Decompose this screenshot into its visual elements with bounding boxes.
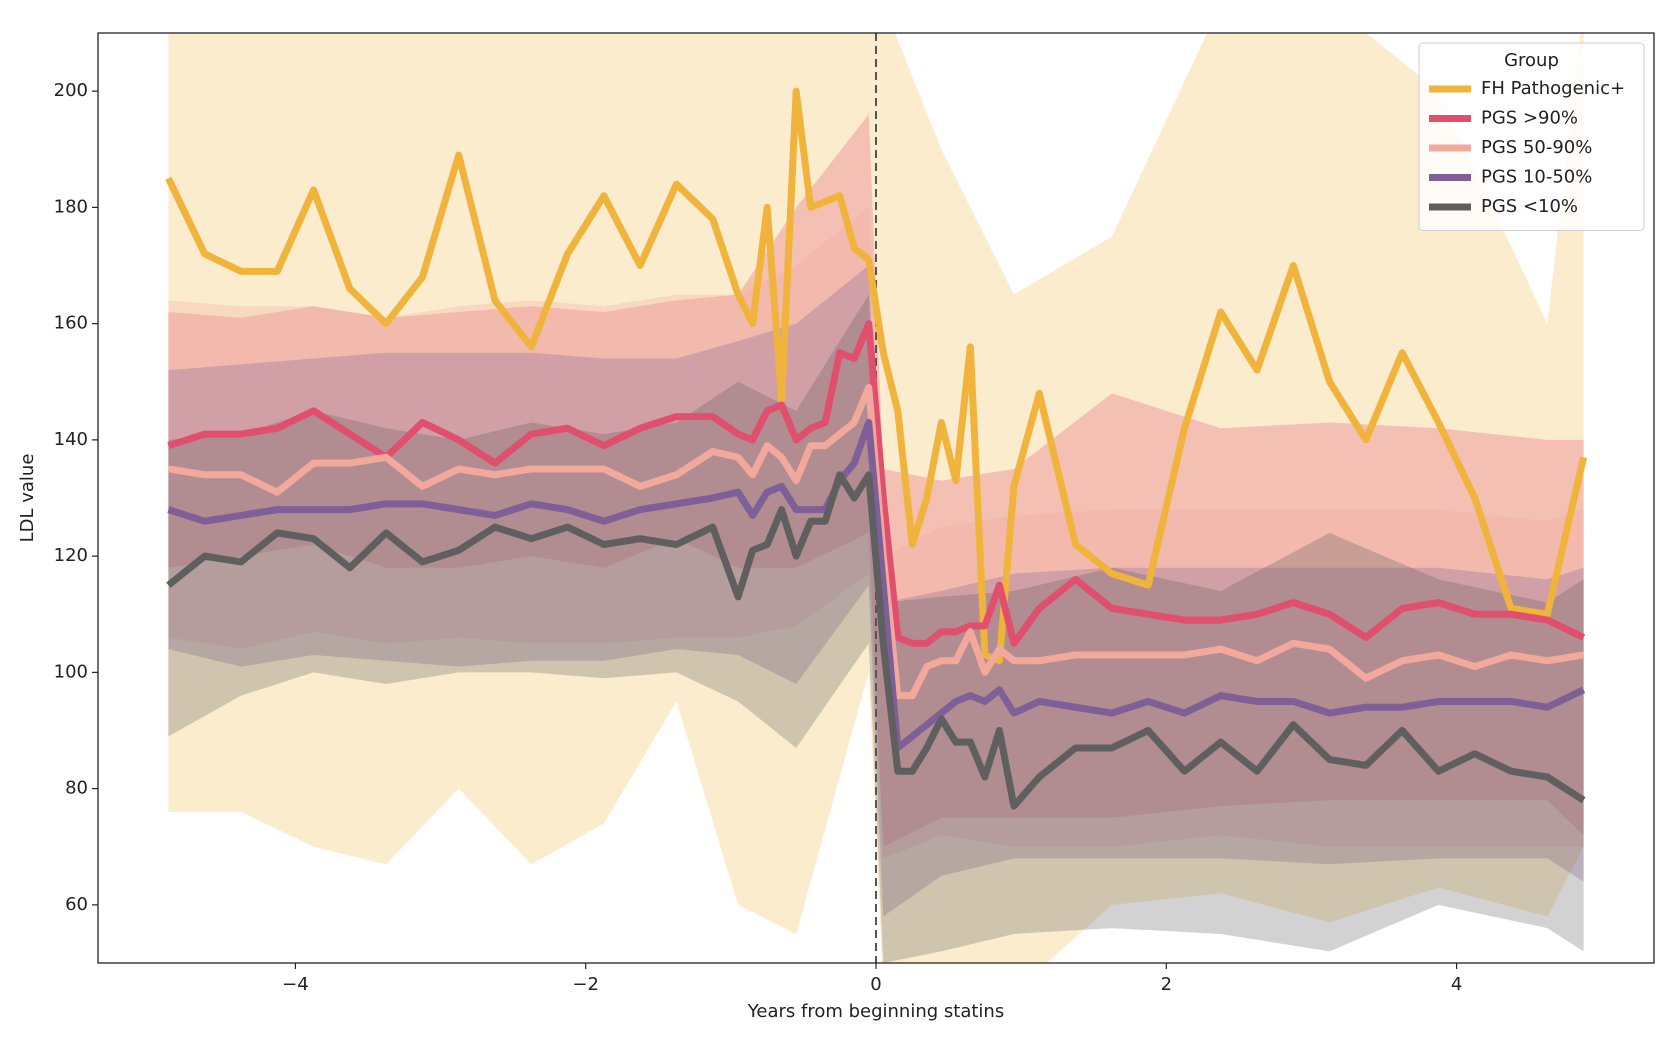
legend-label: PGS >90% (1481, 108, 1578, 129)
x-tick-label: 4 (1451, 974, 1462, 995)
y-tick-label: 180 (54, 196, 88, 217)
y-tick-label: 100 (54, 661, 88, 682)
x-axis-label: Years from beginning statins (747, 1001, 1004, 1022)
legend-label: PGS 10-50% (1481, 167, 1592, 188)
x-tick-label: −2 (572, 974, 599, 995)
x-tick-label: 2 (1161, 974, 1172, 995)
y-axis-label: LDL value (17, 454, 38, 543)
legend-title: Group (1504, 50, 1559, 71)
confidence-band (168, 294, 1584, 963)
y-tick-label: 60 (65, 894, 88, 915)
y-tick-label: 140 (54, 429, 88, 450)
legend-box (1418, 42, 1645, 231)
y-tick-label: 120 (54, 545, 88, 566)
y-tick-label: 160 (54, 313, 88, 334)
legend-label: PGS <10% (1481, 196, 1578, 217)
legend-label: FH Pathogenic+ (1481, 78, 1625, 99)
series-line (165, 87, 1588, 665)
series-line (167, 320, 1586, 647)
y-tick-label: 80 (65, 778, 88, 799)
x-tick-label: −4 (282, 974, 309, 995)
x-tick-label: 0 (870, 974, 881, 995)
plot-frame (97, 32, 1655, 964)
lines (165, 33, 1588, 963)
series-line (167, 418, 1586, 752)
series-line (166, 471, 1586, 810)
y-tick-label: 200 (54, 80, 88, 101)
legend-label: PGS 50-90% (1481, 137, 1592, 158)
